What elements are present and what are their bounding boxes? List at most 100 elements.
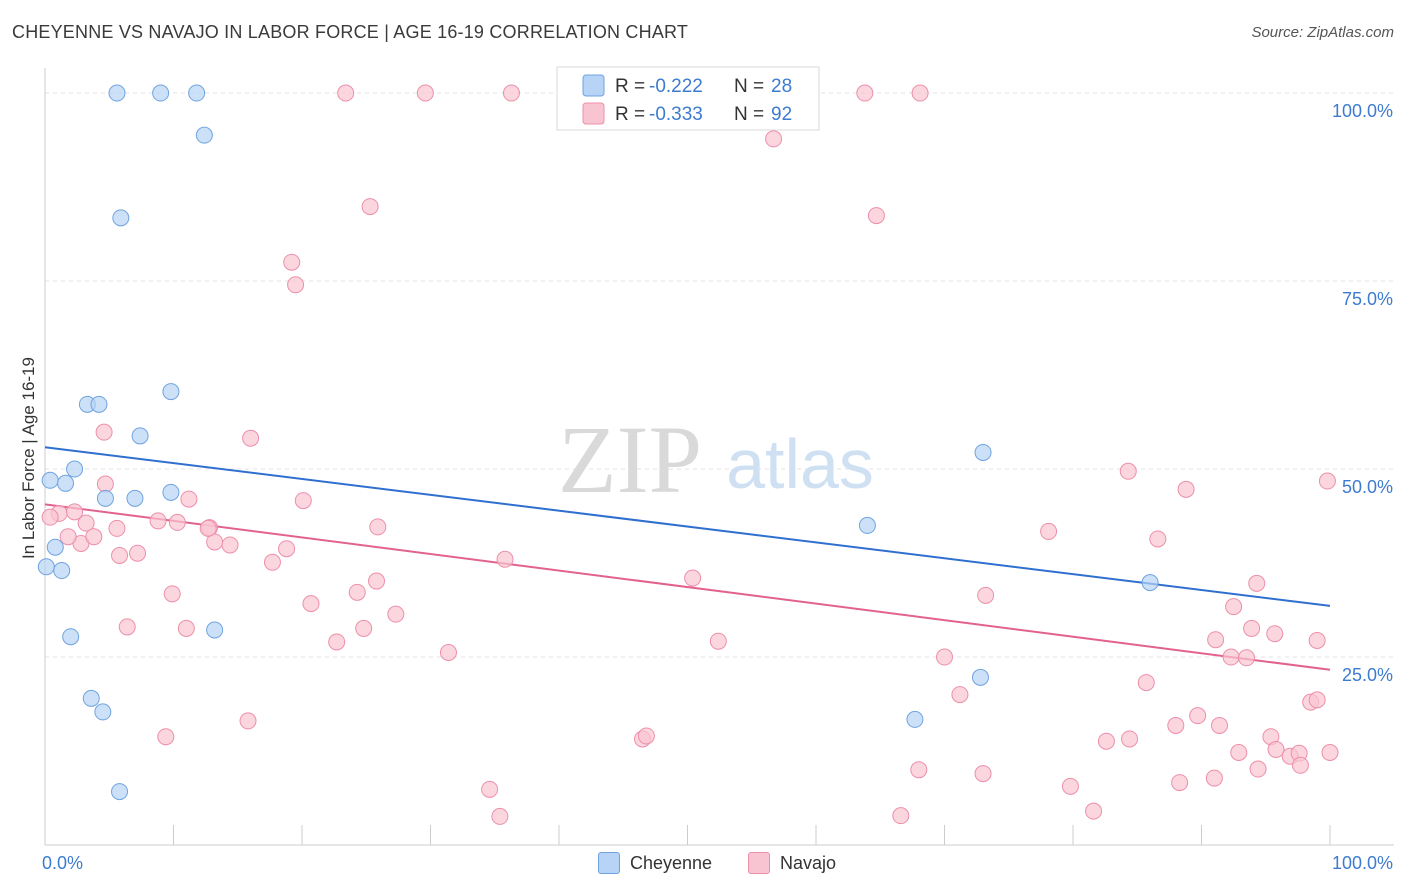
navajo-point-0 — [337, 84, 355, 102]
navajo-point-23 — [59, 528, 77, 546]
navajo-point-36 — [302, 595, 320, 613]
cheyenne-point-1 — [152, 84, 170, 102]
navajo-point-43 — [355, 619, 373, 637]
navajo-point-55 — [1308, 631, 1326, 649]
cheyenne-point-13 — [126, 489, 144, 507]
navajo-point-64 — [1189, 707, 1207, 725]
source-label: Source: ZipAtlas.com — [1251, 24, 1394, 41]
cheyenne-point-5 — [162, 383, 180, 401]
navajo-point-37 — [348, 583, 366, 601]
navajo-point-12 — [149, 512, 167, 530]
cheyenne-point-22 — [37, 558, 55, 576]
navajo-point-34 — [496, 550, 514, 568]
navajo-point-10 — [95, 423, 113, 441]
navajo-trend-line — [44, 503, 1331, 671]
navajo-point-48 — [977, 586, 995, 604]
navajo-point-44 — [439, 643, 457, 661]
navajo-point-1 — [416, 84, 434, 102]
cheyenne-points — [37, 84, 1159, 801]
y-axis-label: In Labor Force | Age 16-19 — [19, 357, 38, 559]
navajo-point-28 — [221, 536, 239, 554]
navajo-point-2 — [502, 84, 520, 102]
navajo-point-8 — [283, 253, 301, 271]
navajo-point-17 — [77, 514, 95, 532]
navajo-point-57 — [1225, 598, 1243, 616]
cheyenne-point-16 — [53, 562, 71, 580]
legend-n-label-navajo: N = — [734, 104, 764, 125]
y-tick-label-0: 25.0% — [1342, 665, 1393, 685]
cheyenne-point-7 — [90, 395, 108, 413]
cheyenne-point-27 — [971, 668, 989, 686]
navajo-point-80 — [1121, 730, 1139, 748]
navajo-point-68 — [1267, 741, 1285, 759]
navajo-point-81 — [1085, 802, 1103, 820]
navajo-point-24 — [85, 528, 103, 546]
legend-r-value-cheyenne: -0.222 — [649, 76, 703, 97]
series-legend: Cheyenne Navajo — [0, 850, 1406, 880]
cheyenne-point-11 — [66, 460, 84, 478]
legend-n-value-navajo: 92 — [771, 104, 792, 125]
navajo-point-42 — [328, 633, 346, 651]
cheyenne-point-3 — [195, 126, 213, 144]
navajo-point-27 — [111, 546, 129, 564]
navajo-point-77 — [892, 807, 910, 825]
navajo-point-49 — [1040, 522, 1058, 540]
legend-swatch-navajo — [748, 852, 770, 874]
legend-item-cheyenne[interactable]: Cheyenne — [598, 852, 712, 874]
legend-swatch-navajo — [582, 102, 605, 125]
cheyenne-point-2 — [188, 84, 206, 102]
cheyenne-point-9 — [41, 471, 59, 489]
navajo-point-38 — [387, 605, 405, 623]
cheyenne-point-12 — [96, 489, 114, 507]
watermark-zip: ZIP — [558, 406, 702, 513]
navajo-point-32 — [168, 513, 186, 531]
navajo-point-18 — [96, 475, 114, 493]
navajo-point-66 — [1230, 744, 1248, 762]
axes — [44, 68, 1394, 846]
navajo-point-90 — [157, 728, 175, 746]
legend-swatch-cheyenne — [598, 852, 620, 874]
y-tick-label-1: 50.0% — [1342, 477, 1393, 497]
navajo-point-58 — [1243, 619, 1261, 637]
cheyenne-point-24 — [858, 516, 876, 534]
navajo-point-79 — [1097, 732, 1115, 750]
cheyenne-point-18 — [206, 621, 224, 639]
navajo-point-53 — [1248, 574, 1266, 592]
cheyenne-point-23 — [974, 443, 992, 461]
legend-swatch-cheyenne — [582, 74, 605, 97]
navajo-point-88 — [481, 780, 499, 798]
navajo-point-33 — [199, 519, 217, 537]
cheyenne-point-0 — [108, 84, 126, 102]
legend-r-label-navajo: R = — [615, 104, 645, 125]
navajo-point-82 — [1171, 774, 1189, 792]
navajo-point-73 — [1291, 756, 1309, 774]
navajo-point-56 — [1318, 472, 1336, 490]
navajo-point-31 — [180, 490, 198, 508]
legend-item-navajo[interactable]: Navajo — [748, 852, 836, 874]
navajo-point-54 — [1266, 625, 1284, 643]
navajo-point-26 — [129, 544, 147, 562]
navajo-point-29 — [278, 540, 296, 558]
navajo-point-3 — [856, 84, 874, 102]
navajo-point-4 — [911, 84, 929, 102]
navajo-point-87 — [637, 727, 655, 745]
navajo-point-40 — [118, 618, 136, 636]
navajo-point-52 — [1177, 480, 1195, 498]
y-tick-label-2: 75.0% — [1342, 289, 1393, 309]
navajo-point-50 — [1149, 530, 1167, 548]
x-tick-label-1: 100.0% — [1332, 853, 1393, 873]
navajo-point-74 — [951, 686, 969, 704]
navajo-point-22 — [41, 508, 59, 526]
cheyenne-point-4 — [112, 209, 130, 227]
navajo-point-89 — [491, 807, 509, 825]
cheyenne-trend-line — [44, 446, 1331, 607]
legend-n-label-cheyenne: N = — [734, 76, 764, 97]
navajo-point-72 — [1308, 691, 1326, 709]
navajo-point-85 — [1321, 744, 1339, 762]
navajo-point-15 — [294, 492, 312, 510]
legend-label-cheyenne: Cheyenne — [630, 852, 713, 873]
navajo-point-11 — [242, 429, 260, 447]
gridlines — [45, 92, 1394, 658]
navajo-point-51 — [1119, 462, 1137, 480]
